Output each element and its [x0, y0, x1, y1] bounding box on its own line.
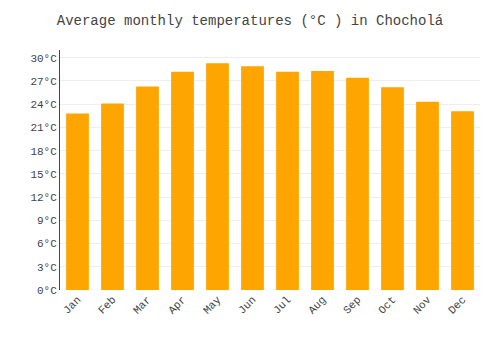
svg-text:May: May [201, 294, 224, 317]
svg-text:Aug: Aug [306, 294, 328, 316]
svg-text:Nov: Nov [411, 294, 434, 317]
svg-text:Sep: Sep [341, 294, 363, 316]
svg-text:27°C: 27°C [30, 76, 57, 88]
svg-text:30°C: 30°C [30, 53, 57, 65]
svg-text:15°C: 15°C [30, 169, 57, 181]
svg-text:Apr: Apr [166, 294, 188, 316]
svg-text:Jun: Jun [236, 294, 258, 316]
svg-text:Jul: Jul [271, 294, 293, 316]
svg-text:12°C: 12°C [30, 192, 57, 204]
svg-text:Jan: Jan [61, 294, 83, 316]
svg-text:21°C: 21°C [30, 122, 57, 134]
svg-text:Average monthly temperatures (: Average monthly temperatures (°C ) in Ch… [57, 13, 443, 29]
svg-text:9°C: 9°C [37, 215, 57, 227]
svg-text:18°C: 18°C [30, 146, 57, 158]
svg-text:6°C: 6°C [37, 238, 57, 250]
svg-text:3°C: 3°C [37, 262, 57, 274]
svg-text:Mar: Mar [131, 294, 153, 316]
svg-text:0°C: 0°C [37, 285, 57, 297]
svg-text:24°C: 24°C [30, 99, 57, 111]
svg-text:Oct: Oct [376, 294, 398, 316]
svg-text:Dec: Dec [446, 294, 468, 316]
svg-text:Feb: Feb [96, 294, 118, 316]
